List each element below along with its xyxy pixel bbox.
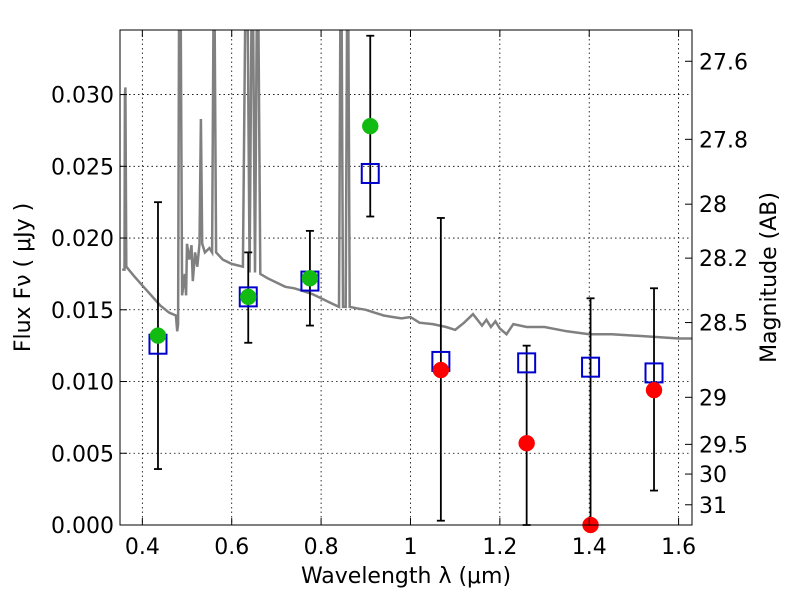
y-tick-label: 0.005 <box>51 442 114 467</box>
x-tick-label: 0.4 <box>125 535 160 560</box>
y-tick-label: 0.010 <box>51 371 114 396</box>
x-tick-label: 0.6 <box>214 535 249 560</box>
axis-ticks <box>120 30 692 526</box>
x-tick-label: 1.2 <box>482 535 517 560</box>
circle-marker <box>362 117 379 135</box>
right-tick-label: 29.5 <box>699 433 748 458</box>
circle-marker <box>301 269 319 287</box>
error-bars <box>153 34 659 526</box>
x-tick-label: 1.6 <box>661 535 696 560</box>
y-tick-label: 0.020 <box>51 227 114 252</box>
circle-marker <box>518 434 535 452</box>
circle-marker <box>432 361 450 379</box>
right-tick-label: 27.6 <box>699 50 748 75</box>
square-marker <box>360 162 380 184</box>
right-axis-title: Magnitude (AB) <box>757 192 782 363</box>
x-tick-label: 1 <box>403 535 417 560</box>
right-tick-label: 31 <box>699 494 727 519</box>
y-tick-label: 0.000 <box>51 514 114 539</box>
y-tick-label: 0.025 <box>51 155 114 180</box>
model-spectrum <box>122 30 692 340</box>
y-axis-title: Flux Fν ( μJy ) <box>11 203 36 352</box>
grid <box>120 30 692 526</box>
plot-frame <box>119 29 693 526</box>
x-tick-labels: 0.4 0.6 0.8 1 1.2 1.4 1.6 <box>125 535 696 560</box>
y-tick-label: 0.015 <box>51 299 114 324</box>
square-marker <box>238 286 258 308</box>
x-axis-title: Wavelength λ (μm) <box>301 564 511 589</box>
model-spectrum-line <box>122 30 692 340</box>
x-tick-label: 0.8 <box>304 535 339 560</box>
right-tick-label: 28.2 <box>699 247 748 272</box>
right-tick-label: 28 <box>699 193 727 218</box>
right-tick-label: 28.5 <box>699 312 748 337</box>
data-markers <box>148 117 664 534</box>
square-marker <box>581 356 601 378</box>
square-marker <box>517 352 537 374</box>
y-tick-label: 0.030 <box>51 84 114 109</box>
right-tick-labels: 27.6 27.8 28 28.2 28.5 29 29.5 30 31 <box>699 50 748 518</box>
circle-marker <box>240 288 257 306</box>
right-tick-label: 27.8 <box>699 128 748 153</box>
x-tick-label: 1.4 <box>572 535 607 560</box>
right-tick-label: 29 <box>699 386 727 411</box>
right-tick-label: 30 <box>699 463 727 488</box>
y-tick-labels: 0.000 0.005 0.010 0.015 0.020 0.025 0.030 <box>51 84 114 539</box>
circle-marker <box>645 381 663 399</box>
circle-marker <box>149 327 167 344</box>
